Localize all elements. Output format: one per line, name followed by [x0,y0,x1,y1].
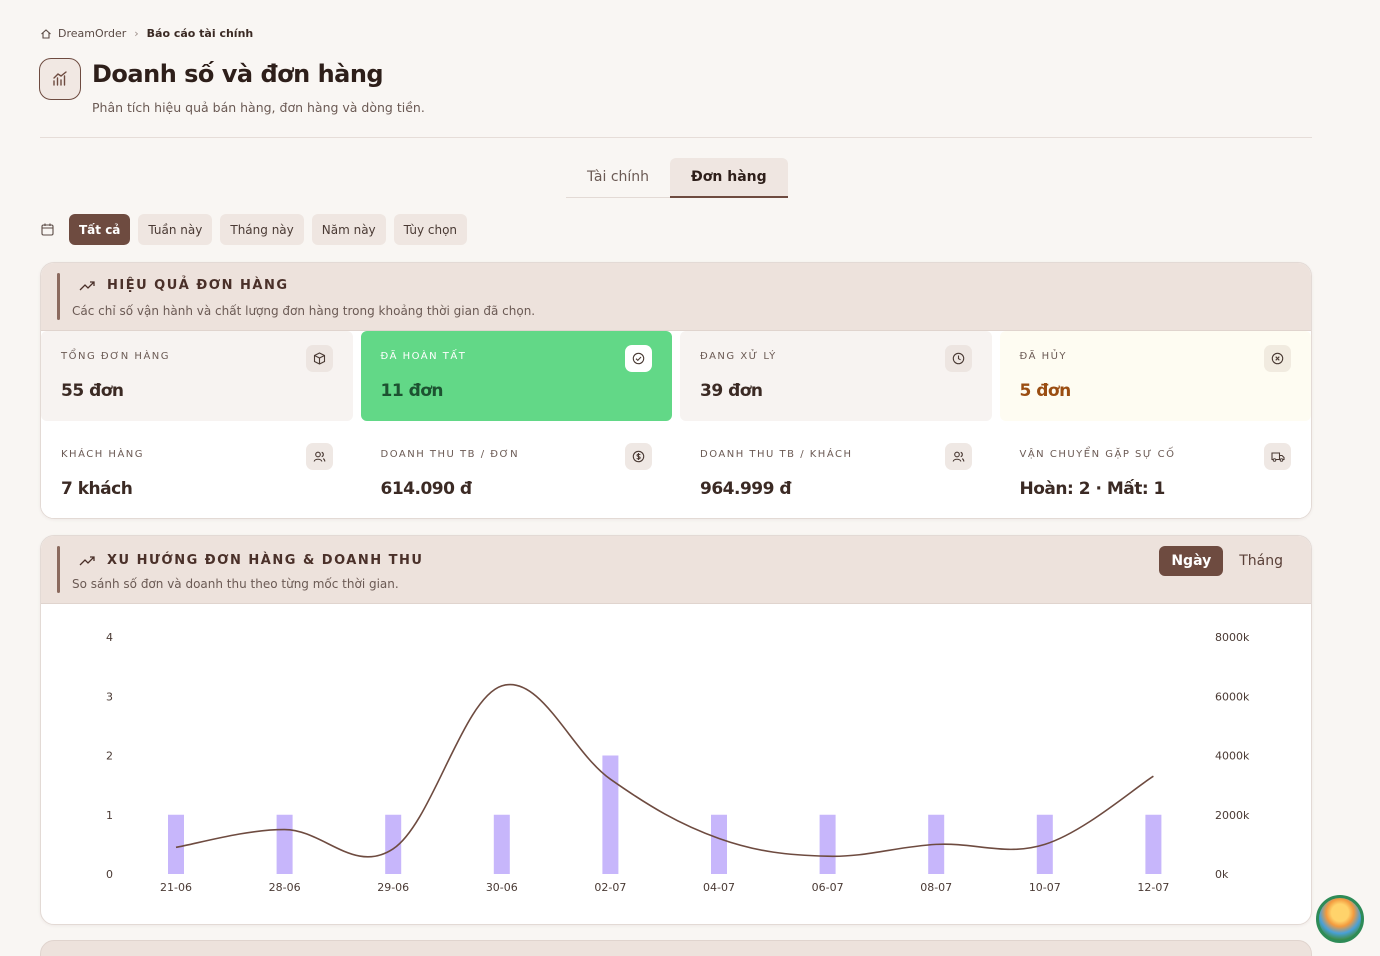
metric-total-orders: TỔNG ĐƠN HÀNG 55 đơn [41,331,353,421]
users-icon [305,443,333,470]
home-icon [41,28,51,39]
y-tick-label: 3 [106,690,113,703]
y2-tick-label: 4000k [1215,750,1250,763]
metric-label: DOANH THU TB / ĐƠN [380,449,520,460]
truck-icon [1264,443,1291,470]
metric-completed: ĐÃ HOÀN TẤT 11 đơn [360,331,672,421]
toggle-day[interactable]: Ngày [1159,546,1224,576]
clock-icon [944,345,972,372]
metric-shipping-issues: VẬN CHUYỂN GẶP SỰ CỐ Hoàn: 2 · Mất: 1 [999,429,1311,518]
metric-value: 39 đơn [700,381,763,401]
metric-label: ĐANG XỬ LÝ [700,351,777,362]
metric-value: 964.999 đ [700,479,792,499]
y2-tick-label: 0k [1215,868,1229,881]
metric-label: ĐÃ HỦY [1019,351,1068,362]
next-section-card [40,940,1312,956]
metric-label: DOANH THU TB / KHÁCH [700,449,853,460]
metric-avg-revenue-customer: DOANH THU TB / KHÁCH 964.999 đ [680,429,992,518]
trending-up-icon [79,555,95,565]
chart-bar [602,755,619,874]
metric-cancelled: ĐÃ HỦY 5 đơn [999,331,1311,421]
chart-bar [493,814,510,874]
trend-title: XU HƯỚNG ĐƠN HÀNG & DOANH THU [107,553,424,568]
y-tick-label: 2 [106,750,113,763]
breadcrumb: DreamOrder › Báo cáo tài chính [40,27,253,40]
breadcrumb-current: Báo cáo tài chính [146,27,254,40]
x-tick-label: 21-06 [160,881,192,894]
trend-card: XU HƯỚNG ĐƠN HÀNG & DOANH THU So sánh số… [40,535,1312,925]
calendar-icon [41,223,54,236]
chevron-right-icon: › [134,27,139,40]
orders-revenue-chart: 0 1 2 3 4 0k 2000k 4000k 6000k 8000k 21-06 28-06 29-… [106,631,1250,894]
metric-value: 614.090 đ [380,479,473,499]
y2-tick-label: 2000k [1215,809,1250,822]
trending-up-icon [79,280,95,290]
filter-week[interactable]: Tuần này [138,214,213,245]
metric-label: TỔNG ĐƠN HÀNG [61,351,171,362]
chart-bar [385,814,402,874]
y-tick-label: 0 [106,868,113,881]
revenue-line [175,683,1154,858]
assistant-avatar-icon[interactable] [1316,895,1364,943]
package-icon [305,345,333,372]
filter-month[interactable]: Tháng này [220,214,304,245]
performance-desc: Các chỉ số vận hành và chất lượng đơn hà… [72,304,536,318]
performance-title: HIỆU QUẢ ĐƠN HÀNG [107,278,289,293]
filter-custom[interactable]: Tùy chọn [393,214,468,245]
dollar-circle-icon [625,443,652,470]
granularity-toggle: Ngày Tháng [1159,546,1295,576]
metric-value: 7 khách [61,479,133,499]
metric-value: 55 đơn [61,381,124,401]
metric-value: Hoàn: 2 · Mất: 1 [1019,479,1166,499]
check-circle-icon [625,345,652,372]
page-subtitle: Phân tích hiệu quả bán hàng, đơn hàng và… [92,100,425,115]
metric-avg-revenue-order: DOANH THU TB / ĐƠN 614.090 đ [360,429,672,518]
x-tick-label: 29-06 [377,881,409,894]
metric-label: ĐÃ HOÀN TẤT [380,351,467,362]
performance-card: HIỆU QUẢ ĐƠN HÀNG Các chỉ số vận hành và… [40,262,1312,519]
metric-processing: ĐANG XỬ LÝ 39 đơn [680,331,992,421]
y2-tick-label: 8000k [1215,631,1250,644]
users-icon [944,443,972,470]
tab-tai-chinh[interactable]: Tài chính [566,158,671,198]
metric-value: 5 đơn [1019,381,1072,401]
chart-bar [276,814,293,874]
chart-bar [819,814,836,874]
y-tick-label: 4 [106,631,113,644]
x-tick-label: 10-07 [1029,881,1061,894]
y2-tick-label: 6000k [1215,690,1250,703]
x-tick-label: 28-06 [269,881,301,894]
filter-all[interactable]: Tất cả [69,214,131,245]
divider [40,137,1312,138]
x-tick-label: 12-07 [1137,881,1169,894]
x-tick-label: 06-07 [812,881,844,894]
toggle-month[interactable]: Tháng [1239,553,1283,569]
x-tick-label: 08-07 [920,881,952,894]
x-tick-label: 04-07 [703,881,735,894]
trend-desc: So sánh số đơn và doanh thu theo từng mố… [72,577,399,591]
x-tick-label: 02-07 [594,881,626,894]
chart-bar [168,814,184,874]
chart-bar [1145,814,1162,874]
metric-value: 11 đơn [380,381,444,401]
chart-icon [39,58,81,100]
metric-label: VẬN CHUYỂN GẶP SỰ CỐ [1019,449,1176,460]
metrics-grid: TỔNG ĐƠN HÀNG 55 đơn ĐÃ HOÀN TẤT 11 đơn … [41,331,1311,518]
tabs: Tài chính Đơn hàng [566,158,788,198]
tab-don-hang[interactable]: Đơn hàng [670,158,788,198]
x-circle-icon [1264,345,1291,372]
metric-customers: KHÁCH HÀNG 7 khách [41,429,353,518]
breadcrumb-home[interactable]: DreamOrder [58,27,127,40]
x-tick-label: 30-06 [486,881,518,894]
metric-label: KHÁCH HÀNG [61,449,145,460]
page-title: Doanh số và đơn hàng [92,60,384,88]
y-tick-label: 1 [106,809,113,822]
date-filters: Tất cả Tuần này Tháng này Năm này Tùy ch… [40,214,468,245]
chart-bar [711,814,727,874]
filter-year[interactable]: Năm này [311,214,386,245]
